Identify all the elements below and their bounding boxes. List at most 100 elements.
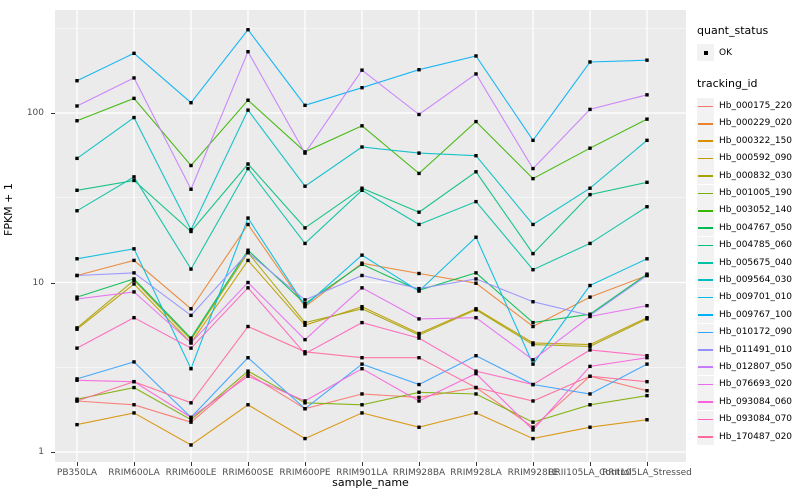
data-point [645, 257, 649, 261]
data-point [189, 313, 193, 318]
data-point [360, 68, 364, 72]
data-point [417, 317, 421, 321]
y-axis-title: FPKM + 1 [2, 183, 15, 236]
data-point [360, 262, 364, 267]
legend-item-Hb_009701_010: Hb_009701_010 [697, 288, 799, 306]
data-point [360, 124, 364, 128]
data-point [531, 358, 535, 362]
legend-item-label: Hb_000832_030 [719, 170, 793, 181]
data-point [531, 362, 535, 366]
data-point [246, 166, 250, 171]
data-point [588, 186, 592, 190]
data-point [531, 320, 535, 325]
data-point [75, 188, 79, 192]
legend-key-box [697, 184, 714, 202]
legend-key-box [697, 236, 714, 254]
data-point [360, 186, 364, 190]
x-tick-label: RRIM600PE [279, 468, 331, 478]
legend-item-label: Hb_003052_140 [719, 205, 793, 216]
data-point [588, 403, 592, 407]
legend-line-icon [698, 436, 713, 438]
data-point [588, 348, 592, 352]
data-point [417, 286, 421, 291]
data-point [531, 420, 535, 424]
x-tick-mark [533, 462, 534, 466]
x-tick-mark [590, 462, 591, 466]
data-point [246, 108, 250, 112]
data-point [645, 388, 649, 393]
data-point [588, 392, 592, 396]
data-point [303, 301, 307, 306]
data-point [246, 216, 250, 220]
data-point [303, 303, 307, 308]
data-point [531, 342, 535, 347]
data-point [303, 151, 307, 155]
data-point [474, 411, 478, 415]
data-point [645, 273, 649, 278]
data-point [132, 290, 136, 294]
legend-key-box [697, 428, 714, 445]
quant-status-legend-title: quant_status [697, 24, 769, 37]
data-point [474, 281, 478, 285]
data-point [531, 425, 535, 429]
data-point [75, 397, 79, 401]
data-point [474, 235, 478, 239]
data-point [75, 326, 79, 330]
data-point [645, 205, 649, 209]
legend-key-box [697, 271, 714, 289]
legend-key-box [697, 149, 714, 167]
data-point [75, 297, 79, 301]
data-point [246, 374, 250, 378]
data-point [645, 180, 649, 185]
legend-item-Hb_005675_040: Hb_005675_040 [697, 254, 799, 272]
data-point [360, 304, 364, 309]
legend-key-box [697, 288, 714, 306]
legend-line-icon [698, 383, 713, 386]
data-point [75, 378, 79, 382]
legend-item-label: Hb_009701_010 [719, 292, 793, 303]
legend-key-box [697, 375, 714, 393]
data-point [189, 346, 193, 350]
legend-key-box [697, 97, 714, 115]
legend-item-label: Hb_000322_150 [719, 135, 793, 146]
data-point [645, 138, 649, 143]
plot-panel [55, 10, 686, 462]
data-point [75, 156, 79, 161]
data-point [303, 226, 307, 230]
legend-item-Hb_000175_220: Hb_000175_220 [697, 97, 799, 115]
data-point [132, 411, 136, 415]
data-point [303, 352, 307, 356]
data-point [360, 86, 364, 90]
data-point [75, 422, 79, 427]
data-point [303, 298, 307, 302]
legend-key-box [697, 341, 714, 359]
data-point [531, 428, 535, 432]
legend-key-box [697, 132, 714, 150]
data-point [588, 364, 592, 369]
data-point [189, 307, 193, 311]
data-point [645, 356, 649, 360]
data-point [189, 401, 193, 405]
data-point [417, 271, 421, 276]
data-point [645, 379, 649, 384]
data-point [531, 382, 535, 387]
legend-item-label: Hb_093084_060 [719, 396, 793, 407]
data-point [417, 112, 421, 117]
x-tick-label: RRIM600LA [108, 468, 160, 478]
data-point [474, 153, 478, 158]
data-point [246, 403, 250, 407]
data-point [645, 418, 649, 422]
x-axis-title: sample_name [332, 476, 409, 489]
data-point [360, 145, 364, 149]
data-point [417, 399, 421, 403]
data-point [246, 49, 250, 54]
data-point [132, 271, 136, 275]
data-point [645, 362, 649, 366]
legend-item-Hb_012807_050: Hb_012807_050 [697, 358, 799, 376]
legend-line-icon [698, 175, 713, 177]
legend-key-box [697, 410, 714, 428]
data-point [474, 371, 478, 376]
data-point [417, 171, 421, 176]
x-tick-label: RRIM928LA [450, 468, 502, 478]
data-point [531, 222, 535, 227]
